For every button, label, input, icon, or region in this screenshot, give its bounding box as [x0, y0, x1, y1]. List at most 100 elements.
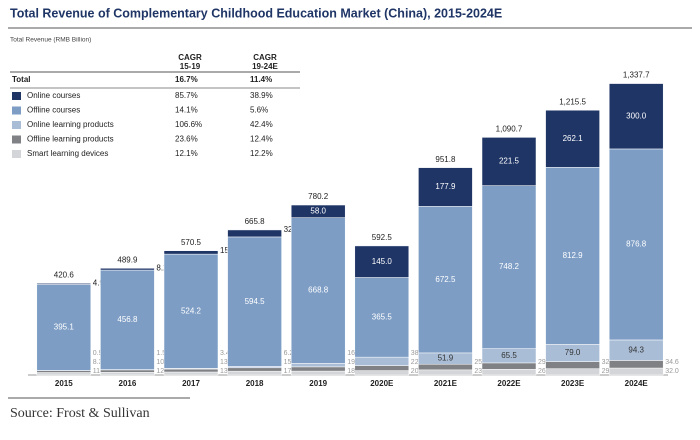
total-cagr: 11.4% — [250, 75, 272, 84]
series-cagr: 12.4% — [250, 135, 273, 144]
value-label: 25.9 — [474, 359, 488, 366]
value-label: 395.1 — [54, 323, 75, 332]
bar-segment — [36, 283, 92, 285]
bar-segment — [100, 369, 155, 373]
bar-segment — [481, 369, 537, 376]
series-cagr: 5.6% — [250, 106, 268, 115]
value-label: 0.9 — [93, 350, 103, 357]
bar-segment — [608, 367, 664, 376]
bar-segment — [36, 370, 92, 373]
bar-segment — [227, 236, 282, 367]
bar-segment — [100, 269, 155, 370]
table-header: 19-24E — [252, 62, 278, 71]
bar-segment — [100, 372, 155, 376]
bar-segment — [545, 368, 600, 376]
bar-segment — [418, 363, 473, 371]
value-label: 145.0 — [372, 257, 393, 266]
value-label: 524.2 — [181, 306, 202, 315]
total-name: Total — [12, 75, 31, 84]
x-tick-label: 2020E — [370, 379, 394, 388]
bar-segment — [481, 185, 537, 349]
x-tick-label: 2018 — [246, 379, 264, 388]
bar-segment — [354, 277, 410, 358]
total-label: 780.2 — [308, 192, 329, 201]
value-label: 594.5 — [245, 297, 266, 306]
series-cagr: 38.9% — [250, 91, 273, 100]
legend-label: Offline learning products — [27, 135, 114, 144]
chart-title: Total Revenue of Complementary Childhood… — [10, 6, 502, 20]
table-header: CAGR — [178, 53, 202, 62]
legend-swatch — [12, 135, 21, 144]
value-label: 38.9 — [411, 350, 425, 357]
value-label: 1.5 — [156, 350, 166, 357]
x-tick-label: 2016 — [119, 379, 137, 388]
value-label: 672.5 — [435, 275, 456, 284]
bar-segment — [290, 204, 346, 218]
bar-segment — [608, 360, 664, 369]
x-tick-label: 2024E — [625, 379, 649, 388]
value-label: 13.8 — [220, 368, 234, 375]
total-label: 570.5 — [181, 238, 202, 247]
value-label: 65.5 — [501, 351, 517, 360]
x-tick-label: 2021E — [434, 379, 458, 388]
value-label: 365.5 — [372, 312, 393, 321]
legend-label: Offline courses — [27, 106, 80, 115]
value-label: 876.8 — [626, 240, 647, 249]
value-label: 22.9 — [411, 359, 425, 366]
value-label: 51.9 — [438, 354, 454, 363]
value-label: 456.8 — [117, 315, 138, 324]
value-label: 668.8 — [308, 286, 329, 295]
value-label: 34.6 — [665, 359, 679, 366]
bar-segment — [418, 206, 473, 354]
value-label: 12.6 — [156, 368, 170, 375]
value-label: 94.3 — [628, 345, 644, 354]
series-cagr: 12.1% — [175, 149, 198, 158]
value-label: 6.2 — [284, 350, 294, 357]
value-label: 221.5 — [499, 157, 520, 166]
x-tick-label: 2015 — [55, 379, 73, 388]
bar-segment — [418, 167, 473, 207]
value-label: 29.2 — [538, 359, 552, 366]
legend-label: Online learning products — [27, 120, 114, 129]
total-label: 489.9 — [117, 255, 138, 264]
bar-segment — [290, 217, 346, 364]
x-tick-label: 2022E — [497, 379, 521, 388]
total-cagr: 16.7% — [175, 75, 198, 84]
bar-segment — [545, 167, 600, 345]
total-label: 951.8 — [435, 155, 456, 164]
total-label: 1,090.7 — [496, 124, 523, 133]
value-label: 20.2 — [411, 368, 425, 375]
bar-segment — [290, 363, 346, 368]
total-label: 592.5 — [372, 233, 393, 242]
x-tick-label: 2019 — [309, 379, 327, 388]
series-cagr: 12.2% — [250, 149, 273, 158]
value-label: 812.9 — [563, 251, 584, 260]
total-label: 420.6 — [54, 270, 75, 279]
series-cagr: 42.4% — [250, 120, 273, 129]
series-cagr: 14.1% — [175, 106, 198, 115]
bar-segment — [418, 369, 473, 376]
value-label: 16.1 — [347, 350, 361, 357]
legend-swatch — [12, 121, 21, 129]
value-label: 13.5 — [220, 359, 234, 366]
value-label: 19.3 — [347, 359, 361, 366]
total-label: 1,337.7 — [623, 71, 650, 80]
bar-segment — [481, 362, 537, 370]
total-label: 665.8 — [245, 217, 266, 226]
value-label: 26.3 — [538, 368, 552, 375]
value-label: 32.0 — [665, 368, 679, 375]
value-label: 17.6 — [284, 368, 298, 375]
bar-segment — [608, 83, 664, 150]
value-label: 262.1 — [563, 134, 584, 143]
source: Source: Frost & Sullivan — [10, 406, 150, 421]
bar-segment — [354, 245, 410, 278]
value-label: 18.0 — [347, 368, 361, 375]
table-header: 15-19 — [180, 62, 201, 71]
legend-label: Online courses — [27, 91, 80, 100]
value-label: 10.8 — [156, 359, 170, 366]
bar-segment — [36, 284, 92, 371]
bar-segment — [290, 370, 346, 376]
value-label: 177.9 — [435, 182, 456, 191]
value-label: 29.1 — [602, 368, 616, 375]
bar-segment — [100, 268, 155, 271]
